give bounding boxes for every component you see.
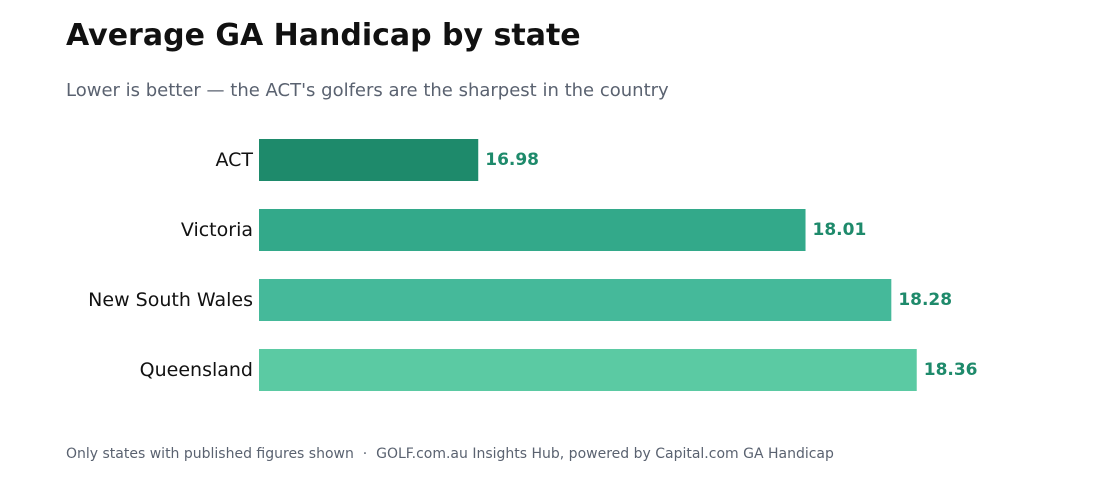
bar-act (259, 139, 479, 181)
category-label-queensland: Queensland (140, 359, 253, 381)
category-label-new-south-wales: New South Wales (88, 289, 253, 311)
chart-subtitle: Lower is better — the ACT's golfers are … (66, 80, 669, 101)
category-label-victoria: Victoria (181, 219, 253, 241)
value-label-queensland: 18.36 (924, 360, 978, 380)
footer-source: GOLF.com.au Insights Hub, powered by Cap… (376, 446, 834, 462)
chart-title: Average GA Handicap by state (66, 18, 581, 53)
bar-queensland (259, 349, 917, 391)
value-label-act: 16.98 (485, 150, 539, 170)
footer-separator: · (362, 446, 368, 462)
value-label-new-south-wales: 18.28 (898, 290, 952, 310)
bar-new-south-wales (259, 279, 892, 321)
chart-footer: Only states with published figures shown… (66, 446, 834, 462)
category-label-act: ACT (215, 149, 253, 171)
value-label-victoria: 18.01 (813, 220, 867, 240)
bar-victoria (259, 209, 806, 251)
footer-note: Only states with published figures shown (66, 446, 354, 462)
bars-group: ACT 16.98 Victoria 18.01 New South Wales 18.2… (88, 139, 978, 391)
